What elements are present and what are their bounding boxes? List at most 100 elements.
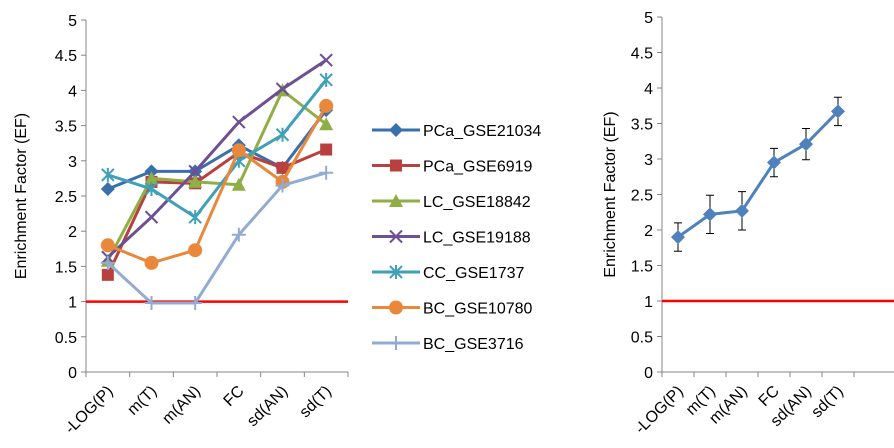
series	[101, 72, 333, 225]
legend-marker	[389, 123, 403, 137]
data-point	[275, 127, 290, 142]
legend-marker	[389, 336, 403, 350]
right-line-chart: 00.511.522.533.544.55-LOG(P)m(T)m(AN) FCs…	[602, 10, 894, 438]
y-tick-label: 4.5	[55, 48, 77, 65]
series-line	[107, 109, 328, 191]
legend: PCa_GSE21034 PCa_GSE6919 LC_GSE18842 LC_GSE…	[372, 123, 541, 353]
y-tick-label: 3.5	[55, 119, 77, 136]
legend-marker	[389, 194, 403, 207]
legend-item: LC_GSE18842	[372, 194, 531, 211]
y-tick-label: 4	[68, 83, 77, 100]
data-point	[231, 177, 246, 191]
data-point	[231, 227, 246, 242]
legend-label: BC_GSE10780	[423, 301, 533, 318]
data-point	[101, 167, 115, 182]
series-line	[106, 58, 327, 259]
legend-marker	[389, 265, 403, 279]
series	[101, 53, 333, 264]
legend-label: LC_GSE18842	[423, 194, 531, 211]
data-point	[144, 171, 159, 185]
data-point	[831, 104, 845, 119]
data-point	[188, 296, 203, 311]
series	[101, 143, 333, 281]
legend-label: BC_GSE3716	[423, 336, 524, 353]
legend-label: PCa_GSE6919	[423, 159, 533, 176]
data-point	[188, 174, 203, 188]
y-axis-title: Enrichment Factor (EF)	[602, 111, 619, 277]
y-tick-label: 5	[644, 10, 653, 27]
series-line	[106, 171, 327, 305]
y-tick-label: 1	[68, 295, 77, 312]
data-point	[232, 115, 246, 129]
data-point	[276, 161, 289, 174]
data-point	[275, 82, 290, 96]
data-point	[275, 178, 290, 193]
y-tick-label: 3	[644, 152, 653, 169]
data-point	[319, 53, 333, 67]
y-tick-label: 2.5	[631, 188, 653, 205]
x-tick-label: m(T)	[124, 383, 160, 419]
legend-item: CC_GSE1737	[372, 265, 524, 282]
legend-item: BC_GSE3716	[372, 336, 524, 353]
y-tick-label: 1	[644, 294, 653, 311]
y-tick-label: 2.5	[55, 189, 77, 206]
series	[671, 96, 845, 252]
y-tick-label: 0.5	[55, 330, 77, 347]
y-tick-label: 4.5	[631, 46, 653, 63]
y-tick-label: 3	[68, 154, 77, 171]
x-tick-label: sd(T)	[297, 383, 335, 421]
data-point	[100, 238, 115, 253]
x-tick-label: -LOG(P)	[632, 383, 687, 438]
legend-marker	[390, 159, 402, 172]
y-tick-label: 0	[68, 365, 77, 382]
data-point	[144, 255, 159, 270]
y-axis-title: Enrichment Factor (EF)	[13, 113, 30, 279]
left-line-chart: 00.511.522.533.544.55-LOG(P) m(T)m(AN) FCs…	[13, 13, 349, 438]
data-point	[144, 181, 159, 196]
legend-marker	[389, 229, 403, 244]
data-point	[144, 164, 159, 179]
x-tick-label: FC	[221, 383, 248, 410]
data-point	[100, 255, 115, 270]
y-tick-label: 5	[68, 13, 77, 30]
series-line	[107, 78, 328, 219]
y-tick-label: 0.5	[631, 330, 653, 347]
x-tick-label: m(AN)	[159, 383, 204, 428]
legend-item: PCa_GSE6919	[372, 159, 533, 176]
y-tick-label: 1.5	[631, 259, 653, 276]
series	[100, 98, 334, 270]
data-point	[231, 143, 246, 158]
y-tick-label: 2	[644, 223, 653, 240]
legend-label: PCa_GSE21034	[423, 123, 541, 140]
data-point	[188, 210, 202, 225]
y-tick-label: 3.5	[631, 117, 653, 134]
y-tick-label: 4	[644, 81, 653, 98]
data-point	[319, 98, 334, 113]
data-point	[100, 181, 115, 196]
data-point	[144, 210, 159, 224]
data-point	[767, 155, 781, 170]
data-point	[319, 72, 333, 87]
data-point	[188, 243, 203, 258]
data-point	[144, 296, 159, 311]
data-point	[671, 230, 685, 245]
series-line	[106, 88, 328, 262]
x-tick-label: sd(AN)	[244, 383, 291, 430]
data-point	[799, 137, 813, 152]
x-tick-label: -LOG(P)	[62, 383, 117, 438]
series	[100, 83, 334, 267]
data-point	[319, 117, 334, 131]
y-tick-label: 0	[644, 365, 653, 382]
legend-item: PCa_GSE21034	[372, 123, 541, 140]
data-point	[735, 203, 749, 218]
x-tick-label: sd(T)	[808, 383, 846, 421]
data-point	[703, 207, 717, 222]
data-point	[319, 165, 334, 180]
legend-marker	[389, 300, 403, 315]
series-line	[677, 110, 840, 239]
series	[100, 165, 334, 311]
data-point	[320, 143, 333, 156]
legend-label: LC_GSE19188	[423, 230, 531, 247]
y-tick-label: 2	[68, 224, 77, 241]
